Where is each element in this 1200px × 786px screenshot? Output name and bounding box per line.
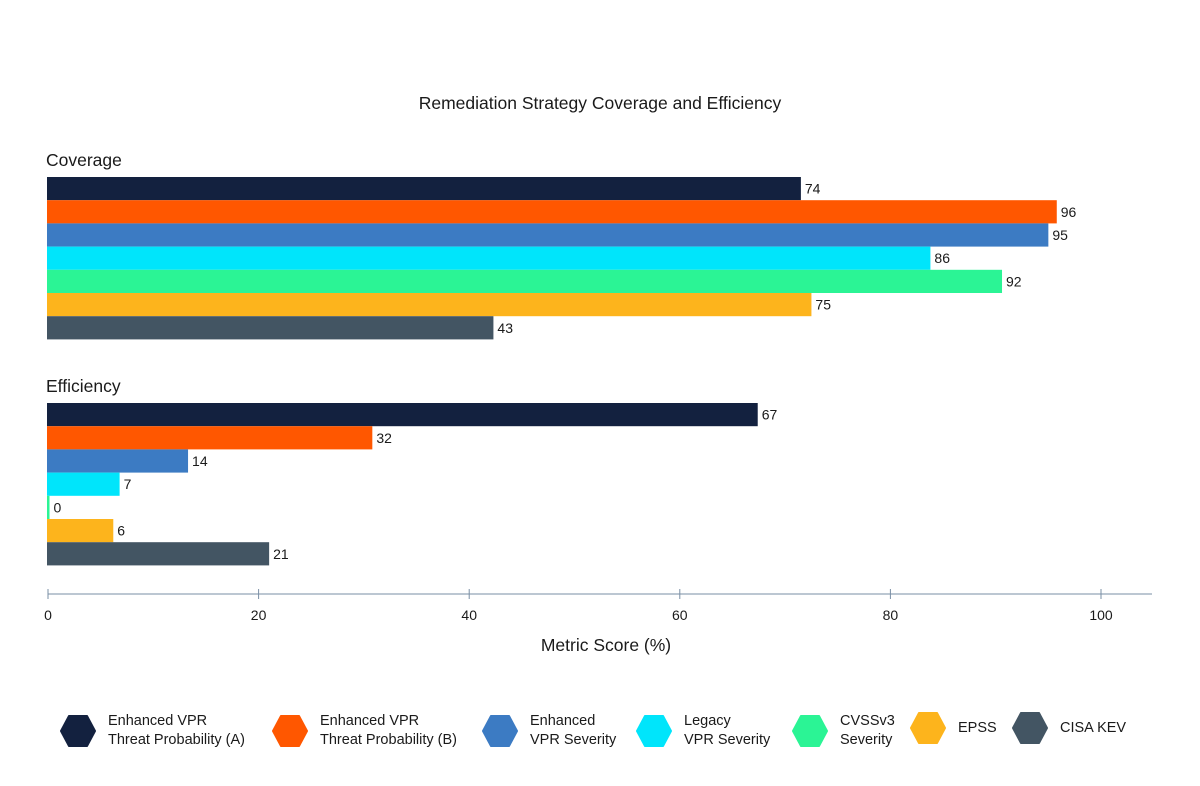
legend-item: Enhanced VPR Threat Probability (B) [272, 712, 457, 750]
bar-value-label: 0 [54, 499, 62, 515]
bar-value-label: 43 [497, 320, 513, 336]
x-tick-label: 100 [1089, 607, 1113, 623]
legend-label: CISA KEV [1060, 719, 1127, 736]
bar-value-label: 21 [273, 546, 289, 562]
legend-item: EPSS [910, 712, 997, 744]
bar-value-label: 7 [124, 476, 132, 492]
x-axis-label: Metric Score (%) [541, 635, 671, 655]
bar-efficiency-5 [47, 519, 114, 543]
bar-value-label: 74 [805, 181, 821, 197]
bar-value-label: 92 [1006, 273, 1022, 289]
hexagon-swatch-icon [792, 715, 828, 747]
x-tick-label: 60 [672, 607, 688, 623]
legend-label: CVSSv3 Severity [840, 713, 895, 748]
legend-label: Enhanced VPR Threat Probability (A) [108, 713, 245, 748]
legend-label: Enhanced VPR Severity [530, 713, 617, 748]
legend-item: CVSSv3 Severity [792, 712, 895, 750]
legend: Enhanced VPR Threat Probability (A) Enhan… [60, 712, 1160, 762]
bar-coverage-2 [47, 223, 1049, 247]
bar-efficiency-3 [47, 472, 120, 496]
hexagon-swatch-icon [636, 715, 672, 747]
hexagon-swatch-icon [1012, 712, 1048, 744]
bar-value-label: 14 [192, 453, 208, 469]
legend-item: CISA KEV [1012, 712, 1126, 744]
chart: Remediation Strategy Coverage and Effici… [44, 93, 1152, 655]
bar-coverage-6 [47, 316, 494, 340]
chart-title: Remediation Strategy Coverage and Effici… [419, 93, 782, 113]
bar-value-label: 95 [1052, 227, 1068, 243]
bar-efficiency-0 [47, 403, 758, 427]
bar-efficiency-6 [47, 542, 270, 566]
legend-item: Enhanced VPR Severity [482, 712, 616, 750]
legend-label: Legacy VPR Severity [684, 713, 771, 748]
bar-coverage-1 [47, 200, 1057, 224]
bar-efficiency-2 [47, 449, 189, 473]
bar-value-label: 32 [376, 430, 392, 446]
legend-item: Enhanced VPR Threat Probability (A) [60, 712, 245, 750]
group-label-efficiency: Efficiency [46, 376, 121, 396]
hexagon-swatch-icon [60, 715, 96, 747]
bar-efficiency-1 [47, 426, 373, 450]
bar-value-label: 67 [762, 407, 778, 423]
bar-coverage-4 [47, 269, 1003, 293]
legend-label: Enhanced VPR Threat Probability (B) [320, 713, 457, 748]
legend-item: Legacy VPR Severity [636, 712, 770, 750]
hexagon-swatch-icon [482, 715, 518, 747]
legend-label: EPSS [958, 719, 997, 736]
x-tick-label: 0 [44, 607, 52, 623]
hexagon-swatch-icon [910, 712, 946, 744]
bar-coverage-5 [47, 293, 812, 317]
bar-value-label: 96 [1061, 204, 1077, 220]
x-tick-label: 20 [251, 607, 267, 623]
x-tick-label: 80 [883, 607, 899, 623]
bar-value-label: 75 [815, 297, 831, 313]
bar-value-label: 6 [117, 523, 125, 539]
hexagon-swatch-icon [272, 715, 308, 747]
bar-coverage-3 [47, 246, 931, 270]
group-label-coverage: Coverage [46, 150, 122, 170]
bar-efficiency-4 [47, 495, 50, 519]
x-tick-label: 40 [461, 607, 477, 623]
bar-value-label: 86 [934, 250, 950, 266]
bar-coverage-0 [47, 177, 801, 201]
